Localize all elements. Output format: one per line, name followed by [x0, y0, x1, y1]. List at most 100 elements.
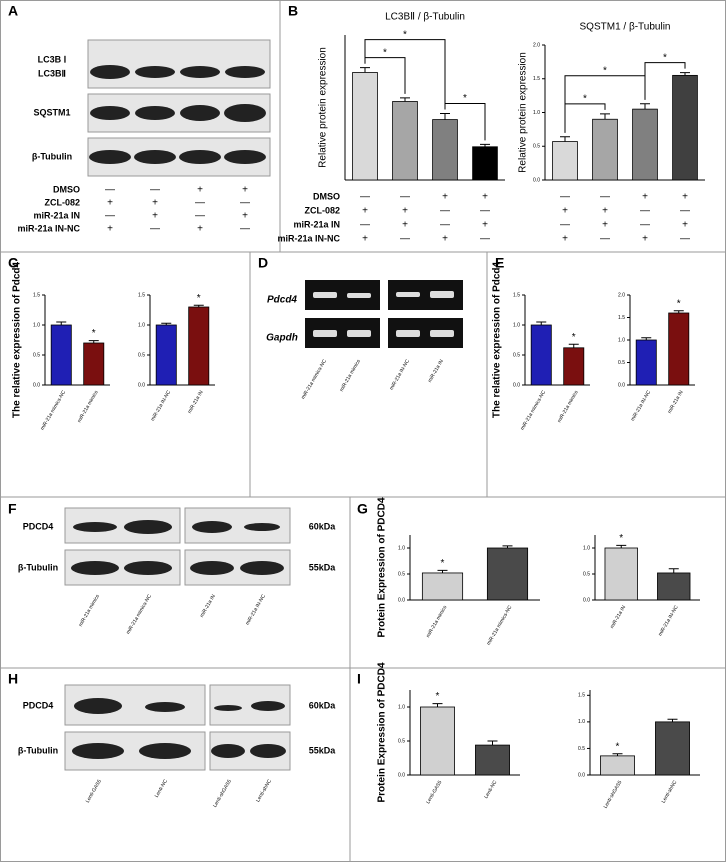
x-tick-label: miR-21a mimics-NC — [520, 389, 548, 431]
treatment-symbol: + — [107, 198, 113, 209]
y-tick-label: 1.0 — [33, 322, 40, 328]
x-tick-label: miR-21a IN-NC — [630, 389, 652, 422]
y-tick-label: 1.0 — [533, 110, 540, 116]
y-tick-label: 0.0 — [533, 177, 540, 183]
treatment-symbol: + — [442, 234, 448, 245]
panel-letter: H — [8, 671, 18, 687]
treatment-symbol: — — [400, 192, 410, 203]
error-bar — [640, 103, 650, 110]
y-axis-label: Protein Expression of PDCD4 — [377, 662, 388, 802]
x-tick-label: miR-21a mimics — [77, 389, 100, 423]
significance: * — [436, 691, 440, 702]
error-bar — [56, 321, 67, 325]
y-tick-label: 2.0 — [533, 42, 540, 48]
lane-label: miR-21a IN-NC — [245, 593, 267, 626]
bar — [672, 74, 698, 181]
significance: * — [572, 332, 576, 343]
panel-letter: F — [8, 501, 17, 517]
size-label: 60kDa — [309, 700, 337, 710]
treatment-symbol: — — [600, 234, 610, 245]
error-bar — [680, 72, 690, 76]
bar — [420, 706, 455, 776]
chart-title: SQSTM1 / β-Tubulin — [580, 22, 671, 33]
significance-bracket — [364, 39, 446, 110]
lane-label: miR-21a IN — [199, 593, 217, 618]
panel-letter: E — [495, 255, 504, 271]
treatment-symbol: + — [602, 206, 608, 217]
error-bar — [480, 143, 490, 147]
error-bar — [193, 304, 204, 307]
y-axis-label: Relative protein expression — [318, 47, 329, 168]
error-bar — [568, 343, 579, 348]
bar — [421, 572, 464, 601]
treatment-symbol: + — [362, 234, 368, 245]
treatment-symbol: + — [152, 211, 158, 222]
treatment-symbol: — — [240, 224, 250, 235]
treatment-symbol: + — [642, 192, 648, 203]
y-tick-label: 0.0 — [398, 597, 405, 603]
x-tick-label: Lenti-shGAS5 — [603, 779, 624, 809]
error-bar — [560, 136, 570, 142]
treatment-symbol: + — [642, 234, 648, 245]
y-tick-label: 0.5 — [533, 144, 540, 150]
treatment-symbol: + — [242, 211, 248, 222]
treatment-symbol: + — [402, 206, 408, 217]
error-bar — [400, 97, 410, 102]
error-bar — [641, 337, 652, 340]
y-axis-label: Protein Expression of PDCD4 — [377, 497, 388, 637]
chart-title: LC3BⅡ / β-Tubulin — [385, 12, 465, 23]
treatment-symbol: — — [480, 234, 490, 245]
y-axis-label: The relative expression of Pdcd4 — [492, 261, 503, 418]
blot-label: β-Tubulin — [18, 745, 58, 755]
significance: * — [663, 52, 667, 63]
treatment-label: ZCL-082 — [44, 197, 80, 207]
treatment-symbol: — — [560, 220, 570, 231]
treatment-symbol: + — [362, 206, 368, 217]
significance: * — [616, 741, 620, 752]
bar — [604, 547, 638, 601]
error-bar — [432, 703, 443, 707]
bar — [592, 118, 618, 181]
x-tick-label: miR-21a IN — [187, 389, 205, 414]
y-tick-label: 0.5 — [618, 360, 625, 366]
y-tick-label: 0.0 — [578, 772, 585, 778]
error-bar — [440, 113, 450, 120]
significance: * — [677, 298, 681, 309]
lane-label: miR-21a IN — [427, 358, 445, 383]
y-axis-label: The relative expression of Pdcd4 — [12, 261, 23, 418]
treatment-symbol: + — [107, 224, 113, 235]
y-tick-label: 1.0 — [398, 545, 405, 551]
treatment-symbol: + — [197, 224, 203, 235]
bar — [83, 342, 105, 386]
lane-label: miR-21a IN-NC — [389, 358, 411, 391]
bar — [655, 721, 690, 776]
x-tick-label: miR-21a IN — [609, 604, 627, 629]
y-tick-label: 0.5 — [583, 571, 590, 577]
y-tick-label: 0.5 — [33, 352, 40, 358]
y-tick-label: 0.0 — [583, 597, 590, 603]
error-bar — [673, 310, 684, 313]
treatment-label: miR-21a IN — [33, 210, 80, 220]
y-tick-label: 0.0 — [513, 382, 520, 388]
blot-f — [64, 507, 291, 586]
treatment-symbol: — — [560, 192, 570, 203]
panel-letter: D — [258, 255, 268, 271]
bar — [392, 101, 418, 181]
significance: * — [463, 93, 467, 104]
significance: * — [197, 293, 201, 304]
y-tick-label: 1.5 — [618, 315, 625, 321]
x-tick-label: miR-21a mimics-NC — [40, 389, 68, 431]
gel-d — [305, 280, 463, 348]
error-bar — [667, 718, 678, 722]
error-bar — [360, 67, 370, 73]
y-tick-label: 0.5 — [138, 352, 145, 358]
error-bar — [502, 545, 513, 548]
gel-label: Pdcd4 — [267, 295, 297, 306]
significance: * — [583, 93, 587, 104]
treatment-symbol: — — [360, 220, 370, 231]
y-axis-label: Relative protein expression — [518, 52, 529, 173]
treatment-symbol: — — [105, 211, 115, 222]
bar — [188, 306, 210, 386]
bar — [668, 312, 690, 386]
blot-label: PDCD4 — [23, 700, 54, 710]
